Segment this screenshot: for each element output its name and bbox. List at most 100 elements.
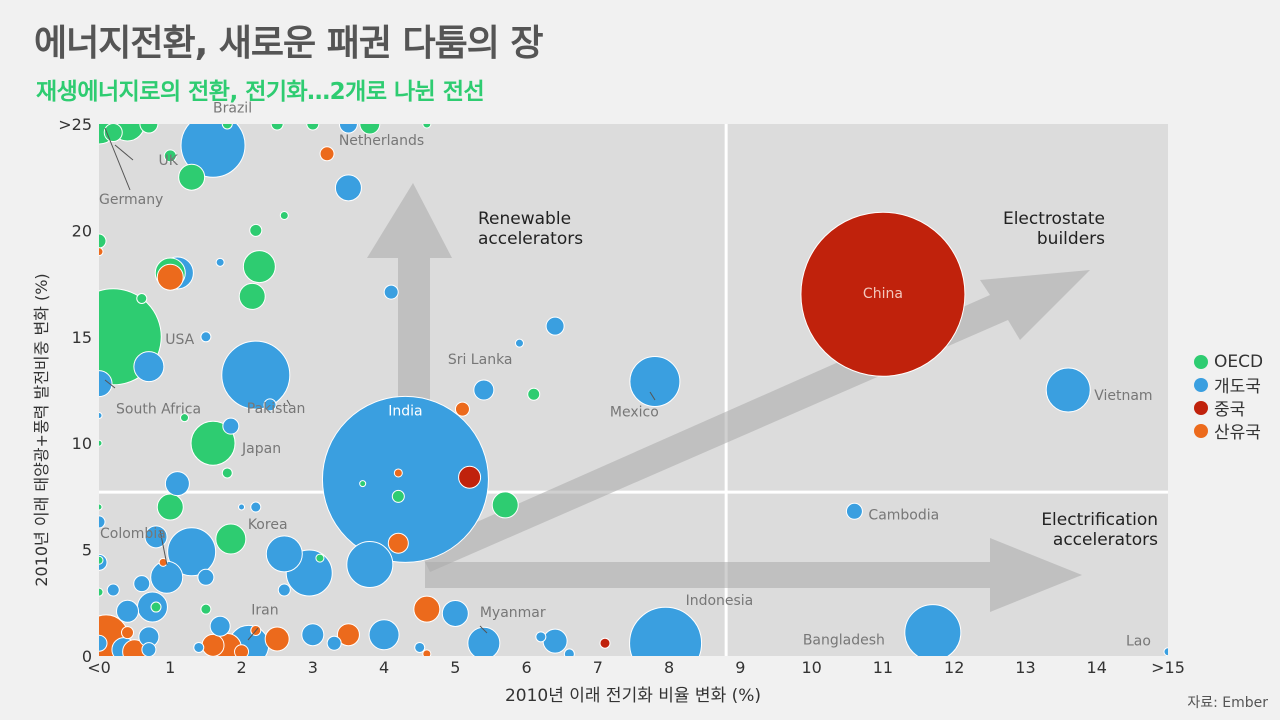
bubble-point (391, 489, 405, 503)
bubble-china (800, 211, 966, 377)
bubble-point (393, 468, 403, 478)
x-tick-label: 9 (735, 658, 745, 677)
bubble-point (242, 250, 276, 284)
point-label-vietnam: Vietnam (1094, 388, 1152, 404)
bubble-myanmar (467, 626, 501, 656)
bubble-point (200, 331, 212, 343)
point-label-mexico: Mexico (610, 404, 659, 420)
legend-swatch (1194, 377, 1208, 392)
point-labels: China India Vietnam Mexico Sri Lanka Cambodia… (99, 100, 1153, 649)
bubble-vietnam (1045, 367, 1091, 413)
bubble-point (99, 555, 104, 565)
callout-uk (114, 144, 134, 161)
bubble-point (178, 163, 206, 191)
legend-swatch (1194, 354, 1208, 369)
bubble-point (454, 401, 470, 417)
page-title: 에너지전환, 새로운 패권 다툼의 장 (34, 23, 543, 64)
bubble-point (167, 527, 217, 577)
quadrant-label-renewable-accelerators: Renewable accelerators (478, 209, 583, 249)
bubble-india (321, 395, 489, 563)
quadrant-label-electrostate-builders: Electrostate builders (1003, 209, 1105, 249)
legend-swatch (1194, 400, 1208, 415)
y-tick-label: 0 (82, 647, 92, 666)
y-tick-label: 20 (72, 221, 92, 240)
point-label-uk: UK (159, 153, 179, 169)
point-label-lao: Lao (1126, 634, 1151, 650)
point-label-usa: USA (165, 332, 194, 348)
legend-item-oil-producing: 산유국 (1194, 419, 1263, 443)
bubble-point (387, 532, 409, 554)
page-subtitle: 재생에너지로의 전환, 전기화…2개로 나뉜 전선 (36, 79, 485, 105)
bubble-point (264, 626, 290, 652)
point-label-indonesia: Indonesia (686, 593, 754, 609)
bubble-indonesia (629, 606, 703, 656)
bubble-point (441, 599, 469, 627)
bubble-point (270, 124, 284, 131)
source-note: 자료: Ember (1187, 695, 1268, 711)
bubble-point (116, 599, 140, 623)
bubble-point (238, 282, 266, 310)
callout-lines (104, 127, 656, 641)
x-tick-label: 6 (522, 658, 532, 677)
x-tick-label: 3 (308, 658, 318, 677)
bubble-south-africa (99, 370, 113, 398)
bubble-point (422, 649, 432, 656)
point-label-china: China (863, 286, 903, 302)
bubble-point (306, 124, 320, 131)
point-label-bangladesh: Bangladesh (803, 633, 885, 649)
callout-myanmar (479, 625, 488, 634)
x-tick-label: 13 (1015, 658, 1035, 677)
bubble-point (150, 560, 184, 594)
bubble-point (156, 263, 184, 291)
bubble-point (164, 471, 190, 497)
bubble-point (563, 648, 575, 656)
arrow-right (425, 538, 1082, 612)
bubble-point (319, 146, 335, 162)
point-label-korea: Korea (248, 517, 288, 533)
bubble-point (133, 575, 151, 593)
callout-mexico (649, 391, 656, 401)
x-tick-label: 11 (873, 658, 893, 677)
point-label-iran: Iran (251, 602, 278, 618)
y-tick-label: 10 (72, 434, 92, 453)
bubble-japan (190, 420, 236, 466)
x-tick-label: 8 (664, 658, 674, 677)
point-label-japan: Japan (241, 441, 281, 457)
point-label-colombia: Colombia (100, 526, 166, 542)
x-tick-label: <0 (87, 658, 111, 677)
bubble-point (334, 174, 362, 202)
bubble-point (99, 233, 107, 249)
bubble-point (209, 615, 231, 637)
bubble-colombia (144, 525, 168, 549)
x-tick-label: 7 (593, 658, 603, 677)
point-label-cambodia: Cambodia (868, 507, 939, 523)
bubble-point (422, 124, 432, 129)
y-axis-label: 2010년 이래 태양광+풍력 발전비중 변화 (%) (32, 273, 51, 586)
bubble-point (221, 124, 233, 130)
bubble-point (535, 631, 547, 643)
y-tick-label: 15 (72, 328, 92, 347)
bubble-point (413, 595, 441, 623)
bubble-point (265, 535, 303, 573)
point-label-germany: Germany (99, 192, 163, 208)
bubble-point (150, 601, 162, 613)
bubble-point (141, 642, 157, 656)
bubble-point (99, 439, 103, 447)
bubble-point (238, 503, 246, 511)
legend-label: OECD (1214, 351, 1264, 372)
bubble-point (133, 351, 165, 383)
bubble-point (136, 292, 148, 304)
x-tick-label: 10 (801, 658, 821, 677)
x-tick-label: 2 (236, 658, 246, 677)
bubble-point (383, 284, 399, 300)
bubble-pakistan (221, 340, 291, 410)
bubble-point (158, 557, 168, 567)
bubble-point (301, 623, 325, 647)
bubble-point (338, 124, 358, 134)
y-tick-label: >25 (58, 115, 92, 134)
bubble-point (263, 398, 277, 412)
bubble-point (368, 619, 400, 651)
quadrant-labels: Renewable accelerators Electrostate builder… (478, 209, 1158, 550)
legend-label: 개도국 (1214, 377, 1261, 397)
